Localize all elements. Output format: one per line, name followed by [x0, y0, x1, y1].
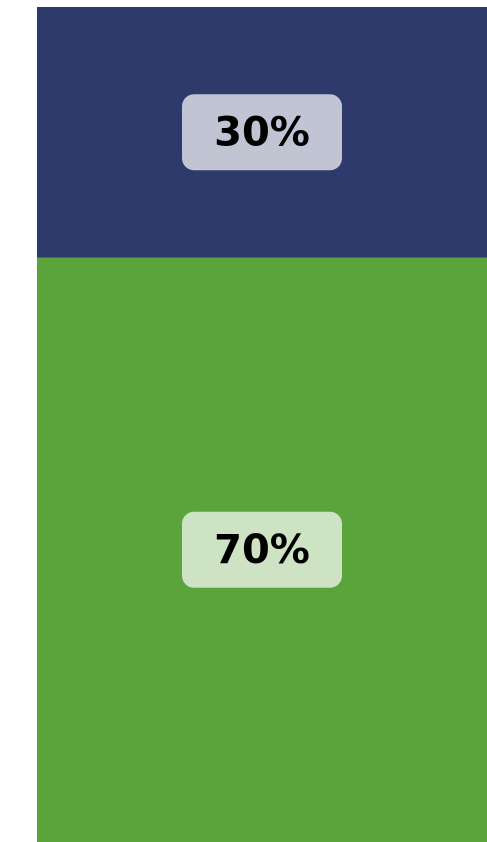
data-label: 70% — [214, 527, 310, 573]
data-label: 30% — [214, 109, 310, 155]
label-box — [182, 511, 342, 588]
label-box — [182, 94, 342, 171]
